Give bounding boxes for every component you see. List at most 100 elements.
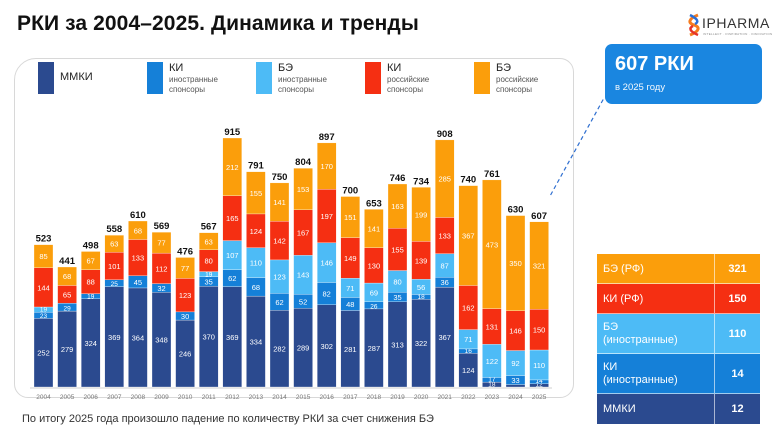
footnote: По итогу 2025 года произошло падение по … xyxy=(22,413,434,425)
segment-label: 19 xyxy=(40,307,48,314)
segment-label: 77 xyxy=(181,264,189,273)
summary-table-2025: БЭ (РФ) 321 КИ (РФ) 150 БЭ (иностранные) … xyxy=(597,254,760,424)
segment-label: 321 xyxy=(533,261,546,270)
x-tick-label: 2011 xyxy=(202,394,216,401)
bar-segment xyxy=(104,235,124,253)
segment-label: 324 xyxy=(84,339,97,348)
segment-label: 313 xyxy=(391,340,404,349)
total-label: 908 xyxy=(437,129,453,140)
segment-label: 56 xyxy=(417,283,425,292)
bar-segment xyxy=(529,221,549,310)
total-label: 607 xyxy=(531,211,547,222)
summary-label: КИ (иностранные) xyxy=(603,361,678,387)
summary-row-ki-foreign: КИ (иностранные) 14 xyxy=(597,354,760,394)
segment-label: 130 xyxy=(368,261,381,270)
total-label: 700 xyxy=(342,186,358,197)
x-tick-label: 2022 xyxy=(461,394,476,401)
segment-label: 285 xyxy=(438,175,451,184)
bar-segment xyxy=(269,182,290,222)
segment-label: 364 xyxy=(132,333,145,342)
segment-label: 67 xyxy=(87,257,95,266)
summary-label: КИ (РФ) xyxy=(603,293,644,305)
summary-value: 321 xyxy=(714,254,760,283)
segment-label: 287 xyxy=(368,344,381,353)
segment-label: 30 xyxy=(181,312,189,321)
segment-label: 133 xyxy=(438,232,451,241)
segment-label: 107 xyxy=(226,251,239,260)
segment-label: 149 xyxy=(344,254,357,263)
x-tick-label: 2008 xyxy=(131,394,146,401)
x-tick-label: 2014 xyxy=(272,394,287,401)
legend-swatch xyxy=(147,62,163,94)
segment-label: 29 xyxy=(63,306,71,313)
total-label: 915 xyxy=(224,127,241,138)
segment-label: 32 xyxy=(157,284,165,293)
segment-label: 139 xyxy=(415,256,428,265)
x-tick-label: 2007 xyxy=(107,394,122,401)
summary-label: БЭ (РФ) xyxy=(603,263,644,275)
segment-label: 165 xyxy=(226,214,239,223)
logo-tagline: INTELLECT · INSPIRATION · INNOVATION xyxy=(703,32,773,36)
x-tick-label: 2017 xyxy=(343,394,358,401)
bar-segment xyxy=(222,137,242,196)
segment-label: 122 xyxy=(486,357,499,366)
segment-label: 370 xyxy=(202,333,215,342)
segment-label: 63 xyxy=(110,240,118,249)
x-tick-label: 2015 xyxy=(296,394,311,401)
segment-label: 26 xyxy=(370,303,378,310)
legend-sub1: иностранные xyxy=(169,75,218,84)
total-label: 567 xyxy=(201,222,217,233)
x-tick-label: 2009 xyxy=(154,394,169,401)
segment-label: 167 xyxy=(297,229,310,238)
segment-label: 69 xyxy=(370,288,378,297)
segment-label: 348 xyxy=(155,336,168,345)
segment-label: 170 xyxy=(320,162,333,171)
segment-label: 52 xyxy=(299,297,307,306)
segment-label: 123 xyxy=(273,273,286,282)
total-label: 558 xyxy=(106,224,122,235)
segment-label: 48 xyxy=(346,300,354,309)
summary-row-be-rf: БЭ (РФ) 321 xyxy=(597,254,760,284)
segment-label: 146 xyxy=(320,259,333,268)
bar-segment xyxy=(411,187,431,242)
segment-label: 18 xyxy=(488,382,496,389)
segment-label: 163 xyxy=(391,202,404,211)
total-label: 804 xyxy=(295,157,312,168)
segment-label: 155 xyxy=(391,245,404,254)
segment-label: 124 xyxy=(250,227,263,236)
ipharma-logo: IPHARMA INTELLECT · INSPIRATION · INNOVA… xyxy=(686,13,773,37)
segment-label: 143 xyxy=(297,271,310,280)
segment-label: 88 xyxy=(87,278,95,287)
segment-label: 155 xyxy=(250,189,263,198)
segment-label: 92 xyxy=(511,359,519,368)
segment-label: 33 xyxy=(511,376,519,385)
legend-sub1: иностранные xyxy=(278,75,327,84)
bar-segment xyxy=(151,232,172,254)
segment-label: 18 xyxy=(417,294,425,301)
legend-sub1: российские xyxy=(387,75,430,84)
total-label: 441 xyxy=(59,256,76,267)
segment-label: 35 xyxy=(205,278,213,287)
x-tick-label: 2012 xyxy=(225,394,240,401)
summary-row-mmki: ММКИ 12 xyxy=(597,394,760,424)
segment-label: 281 xyxy=(344,345,357,354)
summary-label: БЭ (иностранные) xyxy=(603,321,678,347)
bar-segment xyxy=(505,215,526,311)
total-label: 498 xyxy=(83,240,99,251)
summary-value: 110 xyxy=(714,314,760,353)
legend-swatch xyxy=(38,62,54,94)
total-label: 750 xyxy=(272,172,288,183)
segment-label: 124 xyxy=(462,366,475,375)
bar-segment xyxy=(387,183,408,229)
segment-label: 112 xyxy=(156,264,168,273)
segment-label: 68 xyxy=(252,283,260,292)
total-label: 630 xyxy=(508,205,524,216)
total-label: 734 xyxy=(413,176,430,187)
segment-label: 35 xyxy=(393,293,401,302)
segment-label: 144 xyxy=(37,283,50,292)
bar-segment xyxy=(199,232,219,250)
segment-label: 369 xyxy=(108,333,121,342)
summary-label: ММКИ xyxy=(603,403,636,415)
segment-label: 141 xyxy=(273,198,286,207)
segment-label: 279 xyxy=(61,345,74,354)
